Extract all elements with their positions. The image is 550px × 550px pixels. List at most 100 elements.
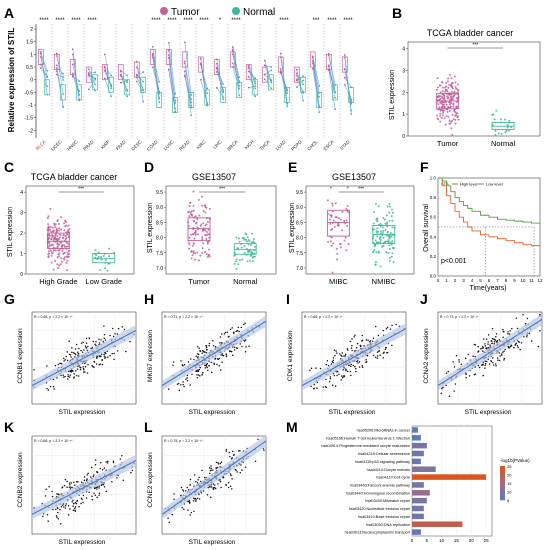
h-point <box>221 354 224 356</box>
a-category-label: STAD <box>339 139 351 151</box>
c-point <box>57 229 60 232</box>
d-point <box>189 211 192 214</box>
l-point <box>210 486 213 488</box>
b-point <box>454 85 457 88</box>
k-point <box>112 461 115 464</box>
a-pair-line <box>168 50 176 104</box>
c-point <box>47 255 50 258</box>
c-point <box>65 261 68 264</box>
l-point <box>227 486 230 489</box>
panel-letter-F: F <box>420 159 429 175</box>
c-y-tick-label: 3 <box>20 211 23 217</box>
e-point <box>344 236 347 239</box>
a-tumor-point <box>279 68 282 70</box>
l-point <box>214 487 217 490</box>
a-pair-line <box>312 57 320 93</box>
m-legend-gradient-step <box>500 474 505 477</box>
j-point <box>508 333 511 335</box>
a-tumor-point <box>263 64 266 67</box>
c-point <box>50 254 53 257</box>
i-point <box>341 352 344 354</box>
l-point <box>236 471 238 473</box>
e-point <box>376 220 379 223</box>
l-point <box>210 465 212 467</box>
e-point <box>390 208 393 211</box>
j-point <box>537 345 540 348</box>
h-point <box>237 326 240 329</box>
a-normal-box <box>76 84 83 101</box>
j-point <box>494 339 497 341</box>
f-x-tick-label: 1 <box>445 278 448 283</box>
e-point <box>343 219 346 222</box>
e-point <box>380 230 383 233</box>
c-point <box>60 245 63 248</box>
c-point <box>46 217 49 220</box>
b-category-label: Normal <box>491 139 516 148</box>
k-point <box>74 506 77 508</box>
i-fit-line <box>301 328 407 387</box>
b-point <box>506 123 509 126</box>
d-point <box>192 190 195 193</box>
g-point <box>91 364 93 367</box>
d-point <box>243 245 246 248</box>
i-point <box>354 365 356 368</box>
panel-k: CCNB2 expression STIL expression R = 0.6… <box>17 435 137 546</box>
h-point <box>227 336 230 338</box>
g-point <box>67 375 69 378</box>
k-point <box>96 488 98 490</box>
a-significance: **** <box>167 18 177 24</box>
d-point <box>241 237 244 240</box>
a-pair-line <box>280 72 288 91</box>
i-point <box>329 377 332 380</box>
b-point <box>456 112 459 115</box>
e-frame <box>305 185 415 275</box>
b-point <box>450 102 453 105</box>
h-point <box>244 350 247 353</box>
g-point <box>98 364 100 366</box>
g-point <box>71 347 73 349</box>
d-point <box>245 240 248 243</box>
k-point <box>102 483 105 486</box>
k-point <box>130 471 132 474</box>
c-point <box>48 244 51 247</box>
a-pair-line <box>120 71 128 97</box>
i-point <box>395 323 397 326</box>
h-point <box>220 369 222 371</box>
k-point <box>47 520 49 522</box>
g-point <box>101 359 103 362</box>
k-point <box>63 506 65 508</box>
i-point <box>338 353 341 355</box>
a-normal-box <box>284 86 291 103</box>
a-pair-line <box>312 60 320 113</box>
g-point <box>83 362 86 365</box>
a-normal-point <box>254 85 257 88</box>
j-point <box>474 373 477 375</box>
k-point <box>71 486 73 489</box>
k-point <box>64 478 67 481</box>
a-pair-line <box>120 70 128 76</box>
a-tumor-point <box>215 67 218 70</box>
c-ylabel: STIL expression <box>7 207 14 257</box>
j-point <box>509 345 512 348</box>
k-point <box>99 461 102 464</box>
k-point <box>90 466 93 469</box>
i-xlabel: STIL expression <box>329 409 376 416</box>
a-tumor-point <box>311 55 314 58</box>
j-point <box>491 337 494 340</box>
k-fit-line <box>31 460 137 515</box>
h-point <box>199 366 201 369</box>
b-point <box>452 105 455 108</box>
e-point <box>378 251 381 254</box>
g-point <box>104 339 107 341</box>
m-x-tick-label: 15 <box>454 538 460 543</box>
a-normal-box <box>268 74 275 91</box>
m-bar <box>412 442 427 449</box>
k-point <box>119 458 122 460</box>
h-point <box>186 374 189 377</box>
l-point <box>257 438 259 441</box>
a-normal-point <box>126 88 129 91</box>
a-y-tick-label: -1 <box>29 103 34 109</box>
j-point <box>453 390 455 392</box>
c-point <box>107 255 110 258</box>
g-point <box>86 372 89 374</box>
